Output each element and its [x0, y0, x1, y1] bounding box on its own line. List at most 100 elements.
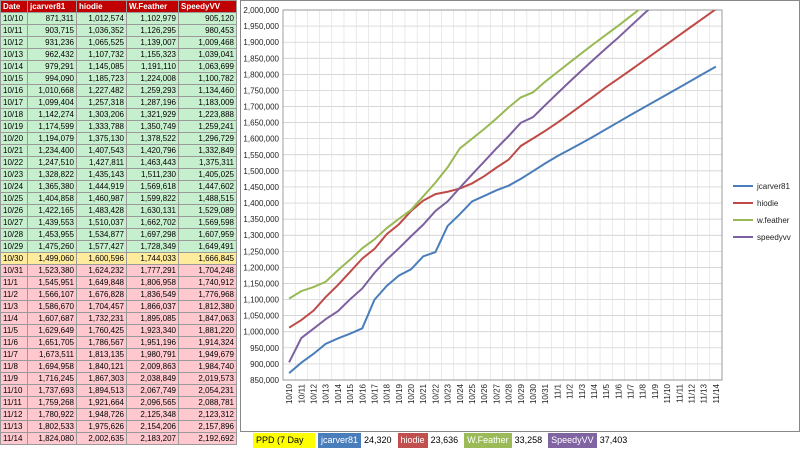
ppd-value: 37,403 — [596, 433, 631, 448]
ppd-name: jcarver81 — [318, 433, 362, 448]
y-tick-label: 1,150,000 — [243, 279, 279, 288]
ppd-value: 24,320 — [361, 433, 395, 448]
table-cell: 1,099,404 — [27, 96, 77, 109]
table-cell: 1,223,888 — [178, 108, 237, 121]
table-cell: 1,350,749 — [126, 120, 179, 133]
table-cell: 1,435,143 — [76, 168, 127, 181]
table-cell: 1,194,079 — [27, 132, 77, 145]
table-cell: 1,949,679 — [178, 348, 237, 361]
table-cell: 10/26 — [0, 204, 28, 217]
table-cell: 11/10 — [0, 384, 28, 397]
table-cell: 1,063,699 — [178, 60, 237, 73]
table-row: 11/13 1,802,533 1,975,626 2,154,206 2,157,89… — [0, 420, 237, 433]
table-cell: 1,365,380 — [27, 180, 77, 193]
table-cell: 1,577,427 — [76, 240, 127, 253]
table-cell: 1,259,241 — [178, 120, 237, 133]
table-row: 10/17 1,099,404 1,257,318 1,287,196 1,183,00… — [0, 96, 237, 109]
table-cell: 1,824,080 — [27, 432, 77, 445]
table-cell: 11/4 — [0, 312, 28, 325]
table-cell: 10/31 — [0, 264, 28, 277]
table-cell: 1,375,130 — [76, 132, 127, 145]
table-cell: 1,881,220 — [178, 324, 237, 337]
table-row: 10/29 1,475,260 1,577,427 1,728,349 1,649,49… — [0, 240, 237, 253]
table-cell: 1,673,511 — [27, 348, 77, 361]
x-tick-label: 10/13 — [322, 383, 331, 404]
table-row: 11/12 1,780,922 1,948,726 2,125,348 2,123,31… — [0, 408, 237, 421]
table-cell: 10/17 — [0, 96, 28, 109]
table-cell: 1,840,121 — [76, 360, 127, 373]
table-cell: 10/30 — [0, 252, 28, 265]
y-tick-label: 1,900,000 — [243, 38, 279, 47]
x-tick-label: 11/6 — [614, 383, 623, 399]
table-cell: 10/16 — [0, 84, 28, 97]
table-cell: 1,039,041 — [178, 48, 237, 61]
x-tick-label: 10/24 — [456, 383, 465, 404]
table-cell: 1,744,033 — [126, 252, 179, 265]
table-cell: 1,185,723 — [76, 72, 127, 85]
table-cell: 1,607,959 — [178, 228, 237, 241]
table-cell: 1,447,602 — [178, 180, 237, 193]
table-cell: 1,651,705 — [27, 336, 77, 349]
table-cell: 1,321,929 — [126, 108, 179, 121]
table-cell: 2,088,781 — [178, 396, 237, 409]
x-tick-label: 10/19 — [395, 383, 404, 404]
table-row: 10/14 979,291 1,145,085 1,191,110 1,063,699 — [0, 60, 237, 73]
table-cell: 1,895,085 — [126, 312, 179, 325]
table-cell: 2,054,231 — [178, 384, 237, 397]
table-row: 10/15 994,090 1,185,723 1,224,008 1,100,782 — [0, 72, 237, 85]
table-cell: 1,303,206 — [76, 108, 127, 121]
x-tick-label: 11/8 — [639, 383, 648, 399]
table-cell: 1,102,979 — [126, 12, 179, 25]
y-tick-label: 1,850,000 — [243, 54, 279, 63]
table-cell: 1,975,626 — [76, 420, 127, 433]
table-cell: 2,067,749 — [126, 384, 179, 397]
x-tick-label: 10/25 — [468, 383, 477, 404]
x-tick-label: 11/10 — [663, 383, 672, 403]
table-cell: 10/18 — [0, 108, 28, 121]
table-cell: 1,453,955 — [27, 228, 77, 241]
table-cell: 11/11 — [0, 396, 28, 409]
table-cell: 2,157,896 — [178, 420, 237, 433]
table-cell: 10/20 — [0, 132, 28, 145]
y-tick-label: 1,350,000 — [243, 215, 279, 224]
table-cell: 1,534,877 — [76, 228, 127, 241]
table-cell: 10/13 — [0, 48, 28, 61]
table-cell: 903,715 — [27, 24, 77, 37]
table-cell: 1,407,543 — [76, 144, 127, 157]
table-cell: 10/29 — [0, 240, 28, 253]
x-tick-label: 11/9 — [651, 383, 660, 399]
table-cell: 2,019,573 — [178, 372, 237, 385]
table-row: 10/22 1,247,510 1,427,811 1,463,443 1,375,31… — [0, 156, 237, 169]
table-cell: 1,036,352 — [76, 24, 127, 37]
table-cell: 10/22 — [0, 156, 28, 169]
header-cell: hiodie — [76, 0, 127, 13]
ppd-value: 33,258 — [511, 433, 546, 448]
table-cell: 11/14 — [0, 432, 28, 445]
table-cell: 1,566,107 — [27, 288, 77, 301]
table-cell: 1,523,380 — [27, 264, 77, 277]
table-cell: 2,096,565 — [126, 396, 179, 409]
table-cell: 1,499,060 — [27, 252, 77, 265]
table-cell: 931,236 — [27, 36, 77, 49]
x-tick-label: 11/12 — [688, 383, 697, 403]
table-cell: 994,090 — [27, 72, 77, 85]
table-cell: 1,224,008 — [126, 72, 179, 85]
x-tick-label: 11/13 — [700, 383, 709, 403]
ppd-name: hiodie — [397, 433, 428, 448]
legend-label: w.feather — [756, 216, 790, 225]
x-tick-label: 11/11 — [675, 383, 684, 402]
table-cell: 1,227,482 — [76, 84, 127, 97]
y-tick-label: 1,500,000 — [243, 167, 279, 176]
x-tick-label: 10/22 — [431, 383, 440, 404]
table-row: 10/11 903,715 1,036,352 1,126,295 980,453 — [0, 24, 237, 37]
table-cell: 1,697,298 — [126, 228, 179, 241]
table-row: 11/10 1,737,693 1,894,513 2,067,749 2,054,23… — [0, 384, 237, 397]
y-tick-label: 1,600,000 — [243, 135, 279, 144]
table-cell: 1,463,443 — [126, 156, 179, 169]
table-cell: 980,453 — [178, 24, 237, 37]
table-cell: 10/27 — [0, 216, 28, 229]
header-cell: Date — [0, 0, 28, 13]
ppd-name: W.Feather — [464, 433, 512, 448]
table-cell: 1,728,349 — [126, 240, 179, 253]
table-row: 10/21 1,234,400 1,407,543 1,420,796 1,332,84… — [0, 144, 237, 157]
